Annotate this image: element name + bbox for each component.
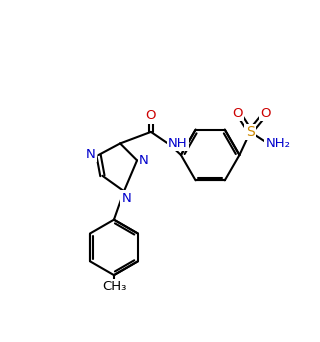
Text: N: N xyxy=(86,148,96,161)
Text: O: O xyxy=(146,109,156,122)
Text: O: O xyxy=(260,107,271,120)
Text: NH: NH xyxy=(168,137,188,150)
Text: O: O xyxy=(233,107,243,120)
Text: N: N xyxy=(121,192,131,205)
Text: S: S xyxy=(246,125,255,139)
Text: CH₃: CH₃ xyxy=(102,280,126,293)
Text: NH₂: NH₂ xyxy=(266,137,291,150)
Text: N: N xyxy=(139,154,149,167)
